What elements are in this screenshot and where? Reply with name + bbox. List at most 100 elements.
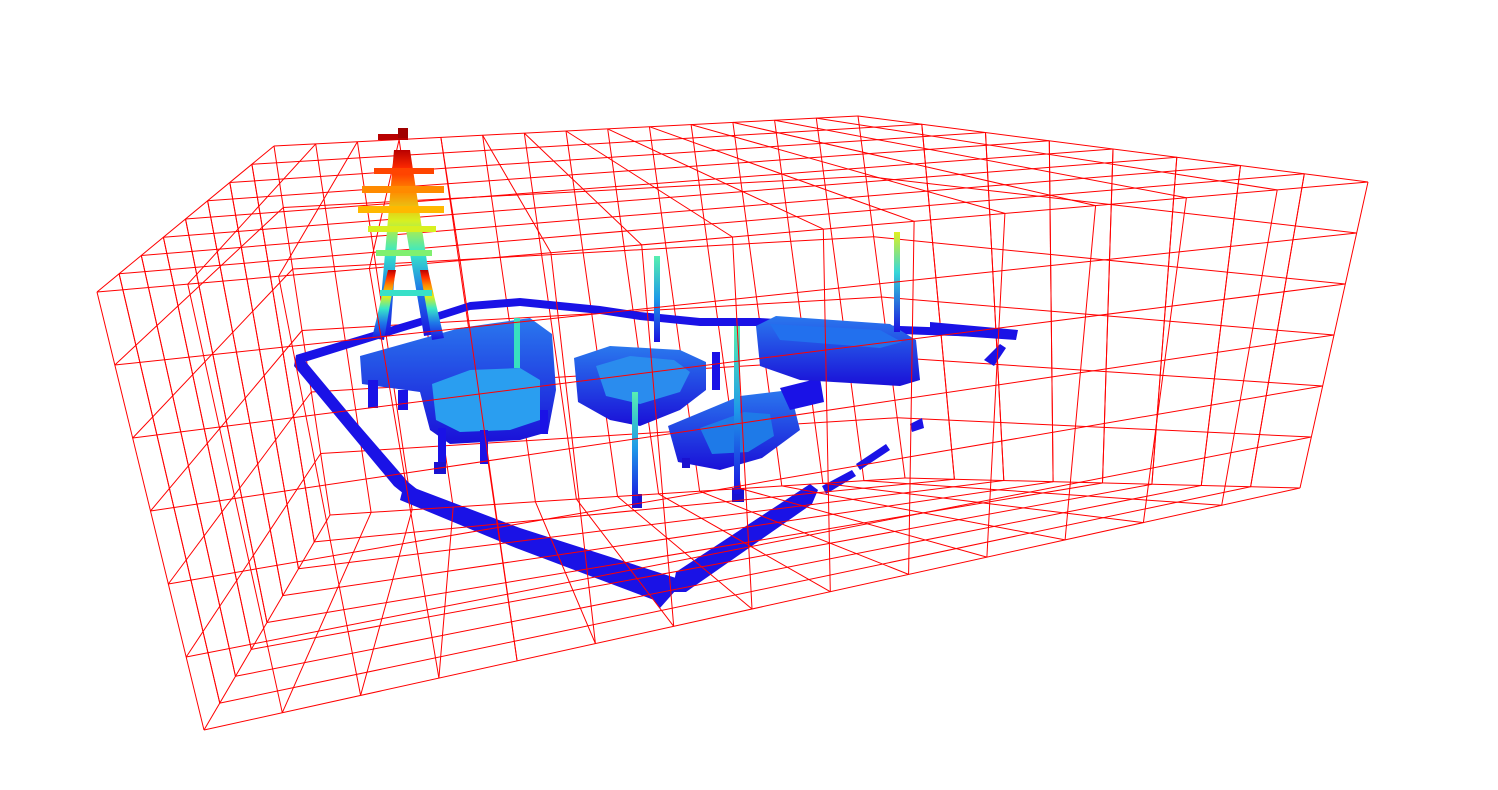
building-right-top [770,324,902,348]
grid-line [1226,218,1235,273]
grid-line [991,248,996,307]
grid-line [263,375,277,441]
pillar [480,430,488,464]
wall-front [400,484,686,608]
grid-line [219,605,236,677]
grid-line [114,232,1357,366]
grid-line [932,242,939,302]
pole [514,318,520,368]
pole [734,326,740,494]
post [682,458,690,468]
grid-line [251,123,922,165]
grid-line [1107,260,1110,317]
grid-line [150,334,1335,512]
grid-line [203,535,221,607]
grid-line [1110,148,1114,205]
pole [632,392,638,504]
grid-line [257,463,271,530]
pillar [398,390,408,410]
grid-line [275,439,288,505]
grid-line [229,132,986,183]
pillar [712,352,720,390]
grid-line [1250,434,1261,487]
grid-line [1172,157,1178,212]
wall-fragment [984,344,1006,366]
grid-line [118,273,137,346]
wall-fragment [856,444,890,470]
pillar [438,428,446,472]
grid-line [1159,320,1165,376]
grid-line [219,266,234,333]
grid-line [156,325,174,396]
grid-line [286,504,299,569]
grid-line [1052,424,1054,482]
grid-line [141,165,1241,256]
grid-line [320,417,898,454]
building-middle-inner [596,356,690,404]
grid-line [132,283,1346,439]
grid-line [251,164,263,228]
grid-line [1276,278,1287,331]
grid-line [251,483,1152,650]
grid-line [921,124,928,184]
grid-line [266,482,1103,623]
grid-line [162,237,179,307]
wall-fragment [910,418,924,432]
grid-line [1259,382,1269,435]
grid-line [1102,427,1105,484]
grid-line [282,481,1054,597]
grid-line [152,416,170,489]
grid-line [177,305,194,375]
grid-line [293,415,305,479]
grid-line [135,345,154,418]
grid-line [1233,165,1241,219]
grid-line [232,332,246,399]
grid-line [1163,266,1169,321]
grid-line [252,555,268,623]
grid-line [140,255,158,326]
grid-line [1051,368,1053,425]
grid-line [1285,225,1296,279]
transmission-tower [358,128,444,340]
building-left-inner [432,368,540,432]
grid-line [1109,204,1112,261]
grid-line [1268,330,1278,383]
grid-line [172,395,189,467]
grid-line [236,580,252,650]
voxel-structures [294,128,1018,608]
grid-line [185,148,1114,220]
grid-line [269,529,284,596]
grid-line [1220,272,1228,326]
grid-line [985,132,989,191]
grid-line [314,478,955,543]
building-courtyard-annex [780,378,824,410]
grid-line [1105,315,1109,372]
grid-line [235,485,1202,677]
grid-line [212,353,227,421]
grid-line [261,227,274,291]
pillar [368,380,378,408]
grid-line [1294,173,1305,226]
grid-line [997,364,1002,423]
grid-line [240,246,254,312]
grid-line [207,200,221,267]
grid-line [943,360,950,421]
grid-line [119,173,1305,275]
grid-line [202,631,221,704]
grid-line [168,385,1323,585]
grid-line [1151,429,1157,485]
grid-line [298,480,1004,570]
grid-line [1048,140,1051,198]
grid-line [1200,432,1209,486]
grid-line [1050,311,1053,369]
pillar [540,410,548,434]
grid-line [225,420,241,489]
grid-line [244,398,259,465]
grid-line [186,436,1312,658]
grid-line [163,156,1177,238]
grid-line [252,311,265,376]
grid-line [185,218,200,287]
grid-line [1049,197,1051,255]
